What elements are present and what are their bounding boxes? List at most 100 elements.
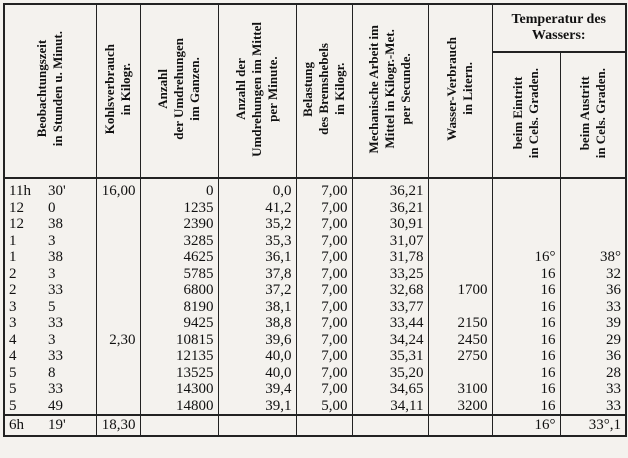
table-body: 11h 30' 16,00 0 0,0 7,00 36,21 12 0 1235 41,2 7,00 3… (3, 178, 627, 415)
cell: 31,07 (351, 232, 429, 249)
cell (139, 414, 219, 437)
column-header: Kohlsverbrauch in Kilogr. (95, 3, 141, 179)
cell: 7,00 (295, 348, 353, 365)
cell: 2390 (139, 216, 219, 233)
data-row: 12 38 2390 35,2 7,00 30,91 (3, 216, 627, 233)
cell: 36,21 (351, 199, 429, 216)
cell (95, 364, 141, 381)
table-foot: 6h 19' 18,30 16° 33°,1 (3, 414, 627, 437)
header-line: in Cels. Graden. (526, 67, 541, 159)
column-header: Anzahl der Umdrehungen im Mittel per Minut… (217, 3, 297, 179)
cell: 7,00 (295, 364, 353, 381)
header-text: beim Austritt in Cels. Graden. (577, 68, 609, 158)
header-line: beim Austritt (576, 75, 592, 151)
cell: 5 (3, 364, 44, 381)
cell: 40,0 (217, 364, 297, 381)
header-text: Mechanische Arbeit im Mittel in Kilogr.-M… (366, 25, 414, 154)
cell: 16 (491, 331, 561, 348)
cell: 37,2 (217, 282, 297, 299)
cell: 0 (139, 178, 219, 200)
cell (95, 282, 141, 299)
cell: 7,00 (295, 315, 353, 332)
cell (95, 348, 141, 365)
cell: 31,78 (351, 249, 429, 266)
cell: 3200 (427, 397, 493, 415)
cell (95, 216, 141, 233)
cell: 39,6 (217, 331, 297, 348)
cell: 2 (3, 282, 44, 299)
cell: 1 (3, 232, 44, 249)
cell: 5 (3, 381, 44, 398)
column-header: Mechanische Arbeit im Mittel in Kilogr.-M… (351, 3, 429, 179)
cell: 38 (44, 216, 97, 233)
cell: 16 (491, 315, 561, 332)
cell: 38 (44, 249, 97, 266)
cell: 14800 (139, 397, 219, 415)
cell (559, 216, 627, 233)
header-line: per Minute. (265, 56, 280, 122)
cell: 8190 (139, 298, 219, 315)
header-line: Kohlsverbrauch (102, 43, 117, 135)
cell: 30,91 (351, 216, 429, 233)
data-row: 2 33 6800 37,2 7,00 32,68 1700 16 36 (3, 282, 627, 299)
page: Beobachtungszeit in Stunden u. Minut. Kohl… (0, 3, 628, 458)
cell (427, 216, 493, 233)
cell (559, 178, 627, 200)
cell: 7,00 (295, 249, 353, 266)
header-line: in Litern. (460, 62, 475, 116)
header-text: Wasser-Verbrauch in Litern. (444, 37, 476, 141)
cell: 7,00 (295, 232, 353, 249)
header-line: Mechanische Arbeit im (366, 24, 381, 154)
data-row: 3 5 8190 38,1 7,00 33,77 16 33 (3, 298, 627, 315)
cell: 6800 (139, 282, 219, 299)
header-text: Beobachtungszeit in Stunden u. Minut. (34, 31, 66, 146)
header-line: per Secunde. (398, 53, 413, 125)
cell (491, 216, 561, 233)
header-text: Anzahl der Umdrehungen im Ganzen. (155, 38, 203, 140)
cell: 33,77 (351, 298, 429, 315)
cell: 7,00 (295, 199, 353, 216)
cell: 34,65 (351, 381, 429, 398)
header-line: Anzahl der (233, 58, 248, 120)
group-header: Temperatur des Wassers: (491, 3, 627, 53)
cell: 36 (559, 282, 627, 299)
cell: 1235 (139, 199, 219, 216)
header-line: beim Eintritt (510, 76, 525, 150)
header-text: beim Eintritt in Cels. Graden. (510, 68, 542, 158)
cell: 35,3 (217, 232, 297, 249)
cell: 16 (491, 364, 561, 381)
cell (95, 249, 141, 266)
cell: 0,0 (217, 178, 297, 200)
cell: 2150 (427, 315, 493, 332)
cell: 0 (44, 199, 97, 216)
cell: 7,00 (295, 178, 353, 200)
cell: 40,0 (217, 348, 297, 365)
cell: 4 (3, 348, 44, 365)
cell (295, 414, 353, 437)
cell: 1 (3, 249, 44, 266)
cell: 35,2 (217, 216, 297, 233)
header-line: der Umdrehungen (171, 38, 186, 140)
cell: 34,24 (351, 331, 429, 348)
cell: 7,00 (295, 381, 353, 398)
cell (559, 199, 627, 216)
cell: 38,1 (217, 298, 297, 315)
cell: 18,30 (95, 414, 141, 437)
cell: 2750 (427, 348, 493, 365)
header-line: Wassers: (531, 28, 586, 43)
cell: 3 (44, 265, 97, 282)
cell: 2 (3, 265, 44, 282)
header-line: Wasser-Verbrauch (444, 37, 459, 141)
header-row: Beobachtungszeit in Stunden u. Minut. Kohl… (3, 3, 627, 179)
cell (95, 232, 141, 249)
cell: 38,8 (217, 315, 297, 332)
cell (95, 381, 141, 398)
cell: 29 (559, 331, 627, 348)
header-text: Kohlsverbrauch in Kilogr. (102, 44, 134, 134)
cell: 16,00 (95, 178, 141, 200)
cell: 13525 (139, 364, 219, 381)
cell: 5 (3, 397, 44, 415)
cell: 3 (3, 315, 44, 332)
column-header: Beobachtungszeit in Stunden u. Minut. (3, 3, 97, 179)
cell: 10815 (139, 331, 219, 348)
